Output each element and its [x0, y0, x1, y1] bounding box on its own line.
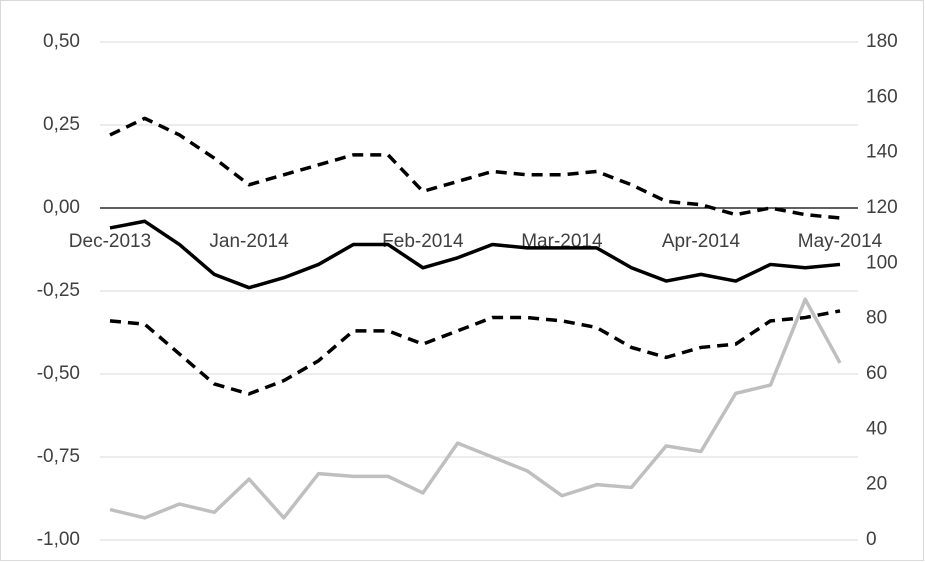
- x-tick-label: Dec-2013: [69, 231, 151, 252]
- y-tick-label: -0,75: [37, 446, 80, 467]
- y-tick-label: -0,50: [37, 363, 80, 384]
- series-line: [109, 309, 841, 396]
- y2-tick-label: 60: [866, 363, 887, 384]
- y2-tick-label: 100: [866, 252, 898, 273]
- y2-tick-label: 160: [866, 86, 898, 107]
- x-tick-label: May-2014: [798, 231, 883, 252]
- y2-tick-label: 0: [866, 529, 877, 550]
- y-tick-label: -0,25: [37, 280, 80, 301]
- x-tick-label: Feb-2014: [382, 231, 464, 252]
- y-tick-label: 0,25: [43, 114, 80, 135]
- y-tick-label: 0,50: [43, 31, 80, 52]
- x-tick-label: Jan-2014: [209, 231, 289, 252]
- y2-tick-label: 140: [866, 142, 898, 163]
- x-tick-label: Apr-2014: [662, 231, 741, 252]
- y2-tick-label: 120: [866, 197, 898, 218]
- y2-tick-label: 20: [866, 474, 887, 495]
- y-tick-label: 0,00: [43, 197, 80, 218]
- y-tick-label: -1,00: [37, 529, 80, 550]
- series-line: [109, 297, 842, 520]
- y2-tick-label: 80: [866, 308, 887, 329]
- y2-tick-label: 180: [866, 31, 898, 52]
- y2-tick-label: 40: [866, 418, 887, 439]
- series-line: [109, 219, 841, 290]
